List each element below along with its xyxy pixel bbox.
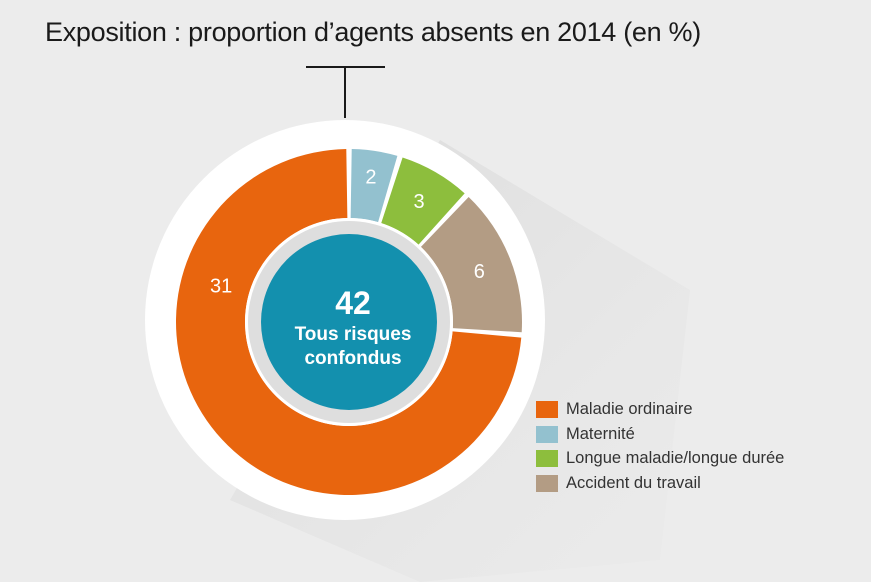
chart-title: Exposition : proportion d’agents absents…	[45, 17, 701, 47]
legend-label: Longue maladie/longue durée	[566, 449, 785, 468]
slice-value-label: 31	[210, 275, 232, 297]
donut-slice-4	[420, 197, 522, 333]
legend: Maladie ordinaire Maternité Longue malad…	[536, 397, 784, 496]
legend-item-longue-maladie: Longue maladie/longue durée	[536, 446, 784, 471]
donut-slice-1	[176, 149, 522, 496]
slice-value-label: 3	[413, 191, 424, 213]
center-circle	[261, 234, 437, 410]
donut-slice-3	[381, 157, 465, 245]
legend-label: Maladie ordinaire	[566, 399, 693, 418]
legend-swatch	[536, 400, 558, 418]
donut-slice-2	[350, 149, 398, 223]
legend-swatch	[536, 425, 558, 443]
legend-item-maternite: Maternité	[536, 422, 784, 447]
legend-swatch	[536, 450, 558, 468]
legend-label: Accident du travail	[566, 473, 701, 492]
legend-item-accident-du-travail: Accident du travail	[536, 471, 784, 496]
legend-swatch	[536, 474, 558, 492]
legend-label: Maternité	[566, 424, 635, 443]
legend-item-maladie-ordinaire: Maladie ordinaire	[536, 397, 784, 422]
slice-value-label: 6	[474, 261, 485, 283]
slice-value-label: 2	[365, 167, 376, 189]
